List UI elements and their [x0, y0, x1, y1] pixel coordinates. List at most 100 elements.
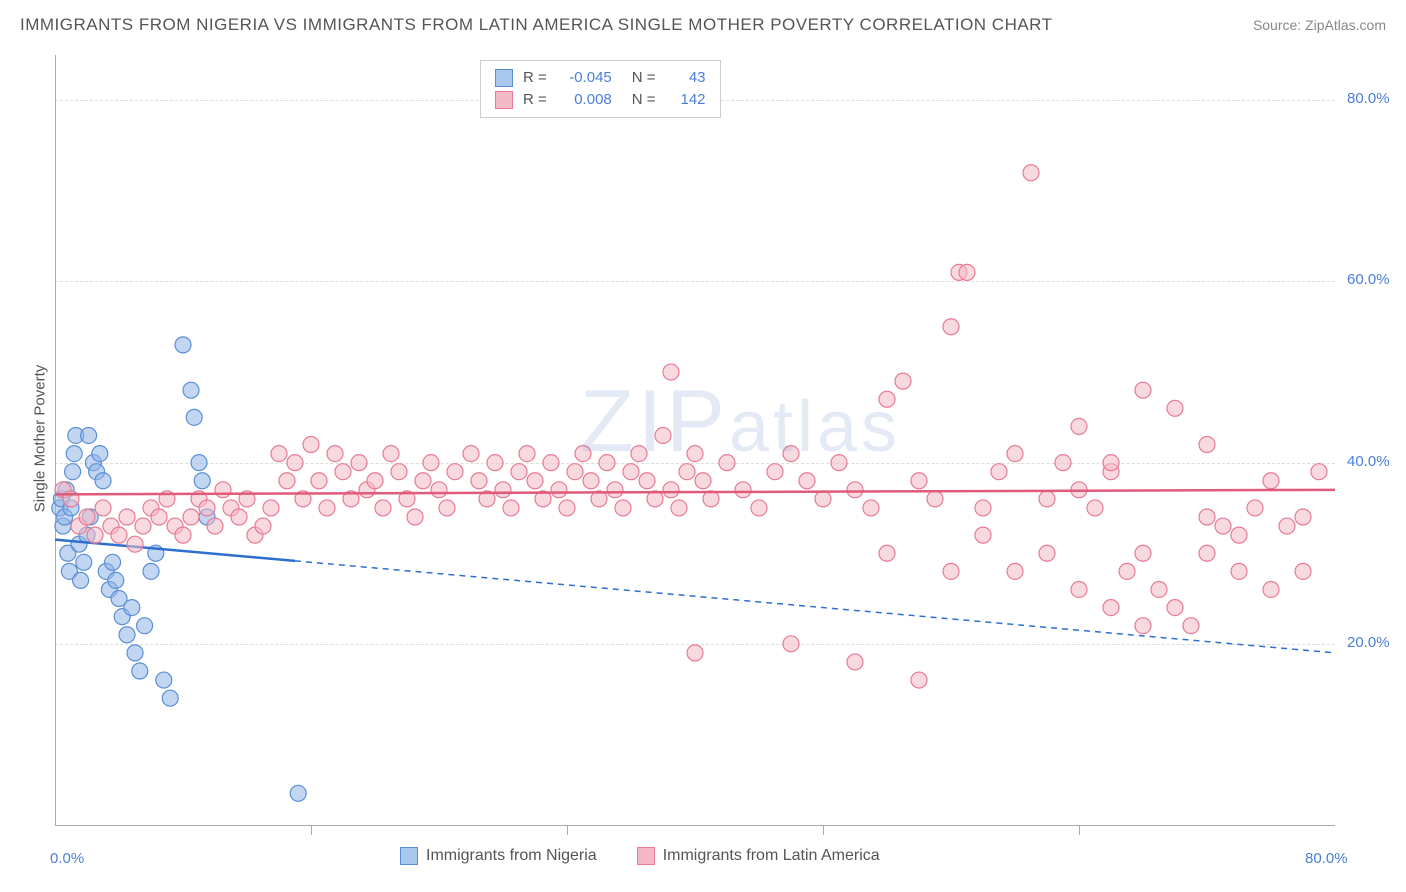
data-point-latin_america	[503, 500, 519, 516]
data-point-latin_america	[511, 464, 527, 480]
legend-swatch	[495, 91, 513, 109]
r-value: 0.008	[557, 89, 612, 111]
data-point-latin_america	[1263, 473, 1279, 489]
data-point-latin_america	[87, 527, 103, 543]
data-point-latin_america	[863, 500, 879, 516]
data-point-latin_america	[1087, 500, 1103, 516]
data-point-nigeria	[191, 455, 207, 471]
data-point-latin_america	[175, 527, 191, 543]
data-point-latin_america	[695, 473, 711, 489]
n-label: N =	[632, 67, 656, 89]
series-legend-item: Immigrants from Latin America	[637, 847, 880, 865]
data-point-latin_america	[215, 482, 231, 498]
data-point-latin_america	[631, 446, 647, 462]
data-point-latin_america	[1103, 455, 1119, 471]
data-point-latin_america	[375, 500, 391, 516]
data-point-latin_america	[231, 509, 247, 525]
data-point-latin_america	[911, 672, 927, 688]
data-point-nigeria	[119, 627, 135, 643]
data-point-latin_america	[831, 455, 847, 471]
data-point-latin_america	[95, 500, 111, 516]
data-point-latin_america	[1151, 581, 1167, 597]
data-point-latin_america	[1007, 446, 1023, 462]
data-point-latin_america	[183, 509, 199, 525]
data-point-latin_america	[551, 482, 567, 498]
data-point-latin_america	[687, 645, 703, 661]
data-point-nigeria	[162, 690, 178, 706]
data-point-nigeria	[175, 337, 191, 353]
r-label: R =	[523, 67, 547, 89]
data-point-latin_america	[1263, 581, 1279, 597]
data-point-latin_america	[487, 455, 503, 471]
plot-svg	[0, 0, 1406, 892]
data-point-latin_america	[1167, 400, 1183, 416]
data-point-latin_america	[1071, 581, 1087, 597]
data-point-latin_america	[263, 500, 279, 516]
data-point-latin_america	[135, 518, 151, 534]
data-point-latin_america	[879, 545, 895, 561]
data-point-latin_america	[1055, 455, 1071, 471]
data-point-latin_america	[799, 473, 815, 489]
data-point-latin_america	[639, 473, 655, 489]
n-value: 142	[666, 89, 706, 111]
data-point-latin_america	[671, 500, 687, 516]
legend-swatch	[495, 69, 513, 87]
data-point-latin_america	[895, 373, 911, 389]
data-point-latin_america	[1247, 500, 1263, 516]
data-point-latin_america	[1311, 464, 1327, 480]
data-point-latin_america	[543, 455, 559, 471]
data-point-latin_america	[783, 446, 799, 462]
data-point-latin_america	[383, 446, 399, 462]
correlation-legend-row: R =-0.045N =43	[495, 67, 706, 89]
data-point-latin_america	[367, 473, 383, 489]
data-point-latin_america	[663, 364, 679, 380]
data-point-latin_america	[567, 464, 583, 480]
data-point-latin_america	[1071, 418, 1087, 434]
data-point-latin_america	[879, 391, 895, 407]
data-point-latin_america	[351, 455, 367, 471]
n-label: N =	[632, 89, 656, 111]
data-point-latin_america	[207, 518, 223, 534]
data-point-latin_america	[463, 446, 479, 462]
data-point-latin_america	[319, 500, 335, 516]
data-point-latin_america	[1231, 563, 1247, 579]
data-point-nigeria	[66, 446, 82, 462]
series-legend-label: Immigrants from Nigeria	[426, 847, 597, 865]
data-point-latin_america	[151, 509, 167, 525]
data-point-nigeria	[143, 563, 159, 579]
data-point-latin_america	[767, 464, 783, 480]
data-point-latin_america	[783, 636, 799, 652]
data-point-latin_america	[415, 473, 431, 489]
data-point-latin_america	[847, 654, 863, 670]
data-point-latin_america	[1231, 527, 1247, 543]
data-point-latin_america	[815, 491, 831, 507]
data-point-nigeria	[105, 554, 121, 570]
data-point-latin_america	[471, 473, 487, 489]
data-point-latin_america	[279, 473, 295, 489]
data-point-nigeria	[73, 572, 89, 588]
data-point-nigeria	[127, 645, 143, 661]
data-point-nigeria	[132, 663, 148, 679]
data-point-nigeria	[92, 446, 108, 462]
data-point-latin_america	[327, 446, 343, 462]
data-point-nigeria	[76, 554, 92, 570]
data-point-nigeria	[108, 572, 124, 588]
data-point-latin_america	[255, 518, 271, 534]
data-point-latin_america	[991, 464, 1007, 480]
legend-swatch	[400, 847, 418, 865]
data-point-latin_america	[79, 509, 95, 525]
data-point-latin_america	[335, 464, 351, 480]
data-point-latin_america	[1183, 618, 1199, 634]
data-point-latin_america	[199, 500, 215, 516]
data-point-latin_america	[599, 455, 615, 471]
data-point-nigeria	[137, 618, 153, 634]
data-point-latin_america	[1103, 600, 1119, 616]
data-point-latin_america	[1167, 600, 1183, 616]
data-point-latin_america	[527, 473, 543, 489]
data-point-latin_america	[111, 527, 127, 543]
data-point-latin_america	[1199, 509, 1215, 525]
data-point-latin_america	[615, 500, 631, 516]
legend-swatch	[637, 847, 655, 865]
data-point-nigeria	[81, 427, 97, 443]
data-point-latin_america	[287, 455, 303, 471]
